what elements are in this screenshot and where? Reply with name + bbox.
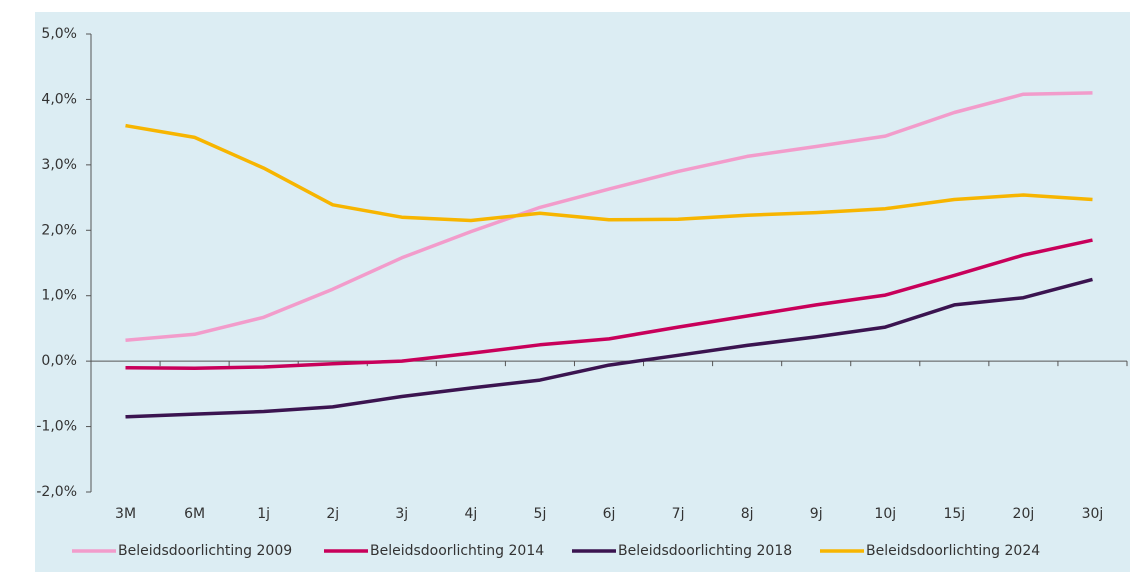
- chart-background: [35, 12, 1130, 572]
- x-tick-label: 9j: [810, 506, 823, 522]
- y-tick-label: 2,0%: [41, 222, 77, 238]
- legend-label: Beleidsdoorlichting 2009: [118, 543, 292, 559]
- y-tick-label: 4,0%: [41, 91, 77, 107]
- x-tick-label: 20j: [1013, 506, 1035, 522]
- x-tick-label: 8j: [741, 506, 754, 522]
- series-line: [125, 91, 1093, 342]
- x-tick-label: 6M: [184, 506, 205, 522]
- x-tick-label: 3M: [115, 506, 136, 522]
- legend-label: Beleidsdoorlichting 2018: [618, 543, 792, 559]
- y-tick-label: 0,0%: [41, 353, 77, 369]
- x-tick-label: 6j: [603, 506, 616, 522]
- legend-label: Beleidsdoorlichting 2024: [866, 543, 1040, 559]
- y-tick-label: -2,0%: [36, 484, 77, 500]
- y-tick-label: 5,0%: [41, 26, 77, 42]
- x-tick-label: 30j: [1082, 506, 1104, 522]
- y-tick-label: 1,0%: [41, 288, 77, 304]
- x-tick-label: 5j: [534, 506, 547, 522]
- y-tick-label: 3,0%: [41, 157, 77, 173]
- x-tick-label: 4j: [464, 506, 477, 522]
- series-line: [125, 277, 1093, 419]
- y-tick-label: -1,0%: [36, 419, 77, 435]
- x-tick-label: 2j: [326, 506, 339, 522]
- x-tick-label: 1j: [257, 506, 270, 522]
- x-tick-label: 7j: [672, 506, 685, 522]
- x-tick-label: 10j: [874, 506, 896, 522]
- series-line: [125, 238, 1093, 371]
- series-line: [125, 123, 1093, 223]
- x-tick-label: 3j: [395, 506, 408, 522]
- legend-label: Beleidsdoorlichting 2014: [370, 543, 544, 559]
- x-tick-label: 15j: [943, 506, 965, 522]
